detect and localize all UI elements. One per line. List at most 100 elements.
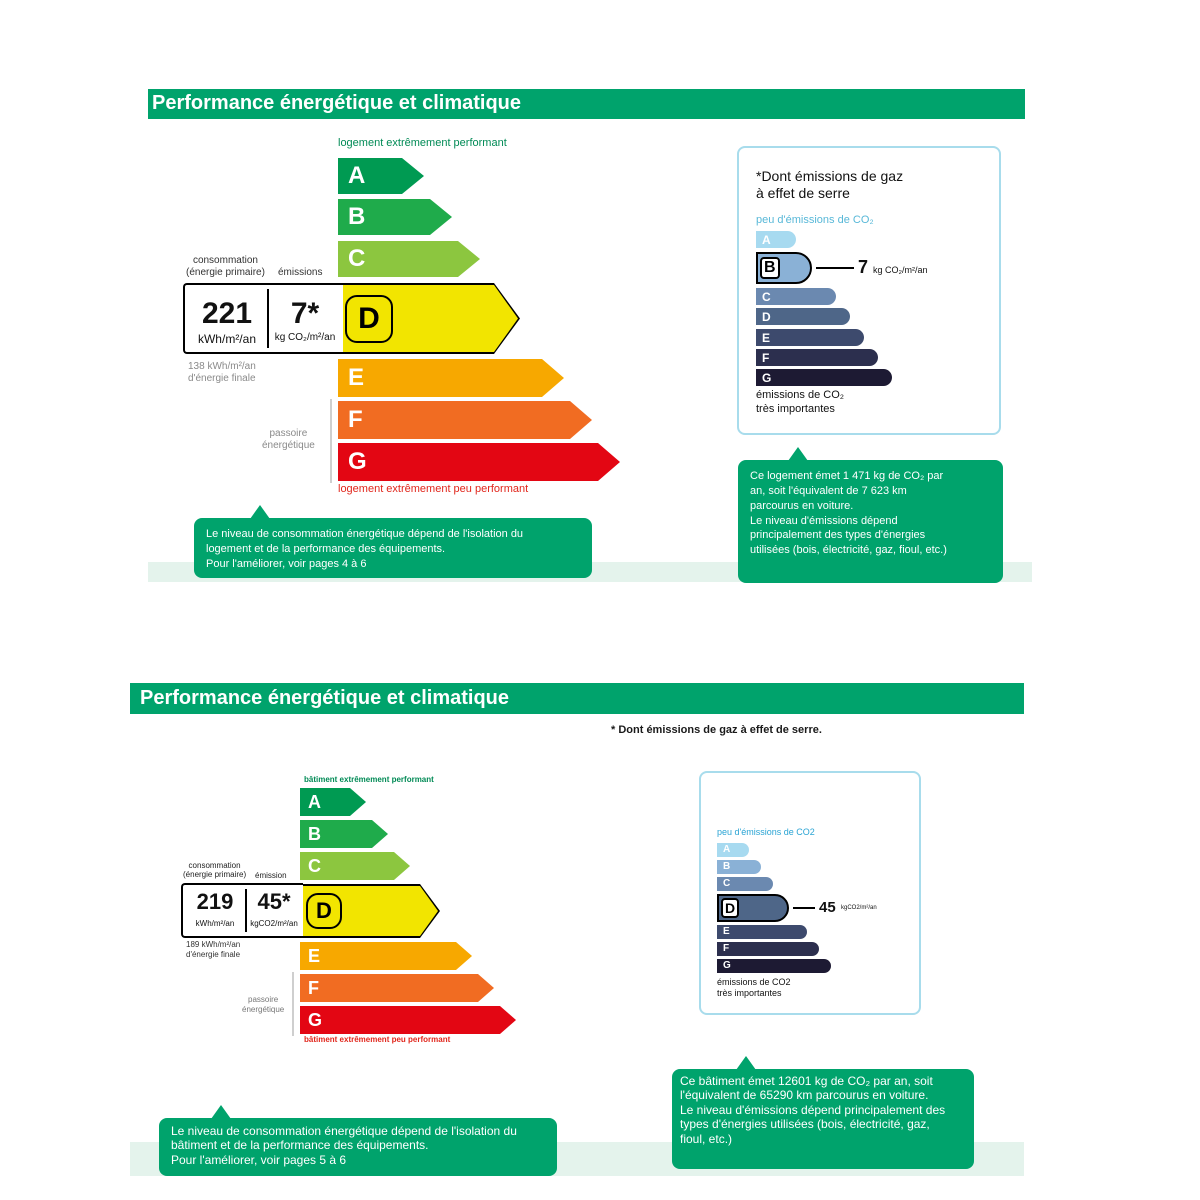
co2-class-b: B xyxy=(717,860,761,874)
energy-class-e: E xyxy=(300,942,472,970)
co2-class-c: C xyxy=(717,877,773,891)
bubble-text-line: Le niveau d'émissions dépend principalem… xyxy=(680,1102,946,1117)
co2-class-label: C xyxy=(723,878,731,889)
ghg-note: * Dont émissions de gaz à effet de serre… xyxy=(611,724,822,736)
energy-class-f: F xyxy=(338,401,592,439)
co2-class-f: F xyxy=(756,349,878,366)
co2-unit: kgCO2/m²/an xyxy=(841,905,877,911)
energy-class-c: C xyxy=(300,852,410,880)
bubble-text-line: types d'énergies utilisées (bois, électr… xyxy=(680,1117,930,1132)
bubble-text-line: an, soit l'équivalent de 7 623 km xyxy=(750,484,907,497)
bubble-text-line: Le niveau d'émissions dépend xyxy=(750,514,898,527)
co2-class-label: D xyxy=(762,309,771,324)
co2-low-label: peu d'émissions de CO2 xyxy=(717,827,815,837)
value-box: 219 kWh/m²/an 45* kgCO2/m²/an xyxy=(181,883,303,938)
co2-class-label: G xyxy=(723,960,731,971)
bubble-text-line: logement et de la performance des équipe… xyxy=(206,542,446,555)
co2-value: 45 xyxy=(819,898,836,916)
emission-value: 45* xyxy=(257,889,291,914)
energy-class-label: B xyxy=(308,824,321,844)
energy-class-label: G xyxy=(348,448,367,475)
co2-pointer-line xyxy=(793,907,815,909)
co2-box: peu d'émissions de CO2 A B C D 45 kgCO2/m²/an… xyxy=(699,771,921,1015)
co2-class-label: F xyxy=(723,943,730,954)
co2-class-d: D xyxy=(756,308,850,325)
emission-unit: kgCO2/m²/an xyxy=(250,919,298,928)
co2-class-d-selected: D xyxy=(717,894,789,922)
bubble-text-line: Ce bâtiment émet 12601 kg de CO₂ par an,… xyxy=(680,1074,933,1088)
value-separator xyxy=(245,889,247,932)
bubble-text-line: principalement des types d'énergies xyxy=(750,529,926,542)
passoire-label: passoire énergétique xyxy=(262,428,315,451)
bubble-text-line: bâtiment et de la performance des équipe… xyxy=(171,1138,429,1153)
passoire-line xyxy=(292,972,294,1036)
co2-box: *Dont émissions de gaz à effet de serre … xyxy=(737,146,1001,435)
value-separator xyxy=(267,289,269,348)
energy-class-label: E xyxy=(308,946,321,966)
energy-class-g: G xyxy=(338,443,620,481)
passoire-line xyxy=(330,399,332,483)
energy-class-b: B xyxy=(338,199,452,235)
bubble-text-line: parcourus en voiture. xyxy=(750,499,854,512)
passoire-label: passoire énergétique xyxy=(242,995,285,1014)
bubble-text-line: fioul, etc.) xyxy=(680,1131,733,1146)
bubble-text-line: Pour l'améliorer, voir pages 4 à 6 xyxy=(206,557,367,570)
co2-class-g: G xyxy=(717,959,831,973)
co2-class-label: G xyxy=(762,370,772,385)
co2-class-label: A xyxy=(762,232,771,247)
co2-class-label: A xyxy=(723,844,731,855)
bubble-text-line: l'équivalent de 65290 km parcourus en vo… xyxy=(680,1088,929,1103)
co2-class-label: F xyxy=(762,350,770,365)
energy-class-label: A xyxy=(308,792,321,812)
energy-class-label: B xyxy=(348,203,366,230)
emission-unit: kg CO₂/m²/an xyxy=(274,332,336,343)
co2-note: *Dont émissions de gaz à effet de serre xyxy=(756,168,904,201)
co2-low-label: peu d'émissions de CO₂ xyxy=(756,214,874,226)
co2-class-label: B xyxy=(760,257,780,279)
energy-class-label: C xyxy=(348,245,366,272)
energy-class-label: F xyxy=(348,406,363,433)
co2-class-g: G xyxy=(756,369,892,386)
value-box: 221 kWh/m²/an 7* kg CO₂/m²/an xyxy=(183,283,343,354)
emission-value: 7* xyxy=(290,297,320,330)
bubble-text-line: utilisées (bois, électricité, gaz, fioul… xyxy=(750,544,947,557)
co2-high-label: émissions de CO₂ très importantes xyxy=(756,389,845,415)
energy-class-c: C xyxy=(338,241,480,277)
bubble-text-line: Pour l'améliorer, voir pages 5 à 6 xyxy=(171,1152,347,1167)
co2-class-label: C xyxy=(762,289,771,304)
co2-class-e: E xyxy=(756,329,864,346)
co2-class-f: F xyxy=(717,942,819,956)
energy-class-g: G xyxy=(300,1006,516,1034)
final-energy: 189 kWh/m²/an d'énergie finale xyxy=(186,940,241,959)
energy-class-label: F xyxy=(308,978,319,998)
co2-class-b-selected: B xyxy=(756,252,812,284)
energy-class-d-letter: D xyxy=(306,893,342,929)
panel-title: Performance énergétique et climatique xyxy=(140,687,510,709)
energy-class-label: A xyxy=(348,162,366,189)
bottom-caption: logement extrêmement peu performant xyxy=(338,483,529,495)
final-energy: 138 kWh/m²/an d'énergie finale xyxy=(188,361,256,384)
co2-class-label: E xyxy=(762,330,771,345)
bubble-text-line: Ce logement émet 1 471 kg de CO₂ par xyxy=(750,470,944,482)
energy-class-label: E xyxy=(348,364,365,391)
energy-class-f: F xyxy=(300,974,494,1002)
bubble-text-line: Le niveau de consommation énergétique dé… xyxy=(171,1124,517,1138)
co2-high-label: émissions de CO2 très importantes xyxy=(717,977,791,999)
energy-class-a: A xyxy=(300,788,366,816)
co2-value: 7 xyxy=(858,256,869,277)
co2-class-label: E xyxy=(723,926,730,937)
top-caption: bâtiment extrêmement performant xyxy=(304,775,434,784)
info-bubble-left: Le niveau de consommation énergétique dé… xyxy=(194,505,592,578)
consumption-value: 221 xyxy=(201,297,253,330)
energy-class-b: B xyxy=(300,820,388,848)
info-bubble-right: Ce logement émet 1 471 kg de CO₂ par an, … xyxy=(738,447,1003,583)
co2-class-label: B xyxy=(723,861,731,872)
bubble-text-line: Le niveau de consommation énergétique dé… xyxy=(206,528,524,540)
emission-label: émission xyxy=(255,871,287,880)
info-bubble-left: Le niveau de consommation énergétique dé… xyxy=(159,1105,557,1176)
consumption-label: consommation (énergie primaire) xyxy=(183,861,247,879)
co2-class-label: D xyxy=(721,898,740,918)
info-bubble-right: Ce bâtiment émet 12601 kg de CO₂ par an,… xyxy=(672,1056,974,1169)
energy-class-label: C xyxy=(308,856,321,876)
co2-pointer-line xyxy=(816,267,854,269)
